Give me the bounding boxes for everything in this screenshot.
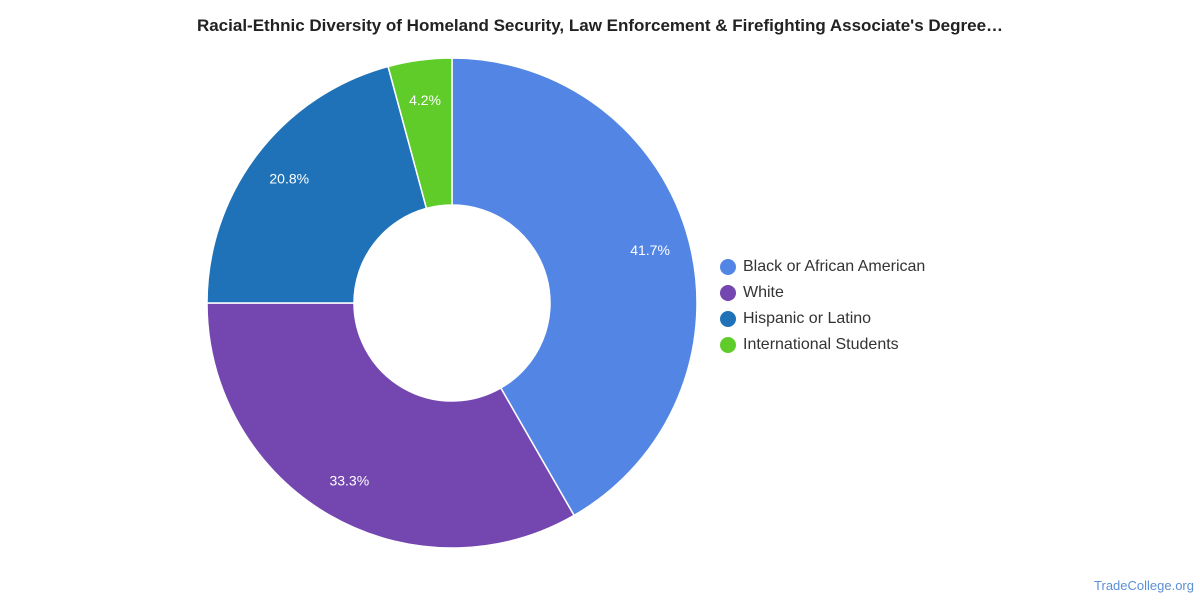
legend-item[interactable]: International Students <box>720 332 925 358</box>
watermark-link[interactable]: TradeCollege.org <box>1094 578 1194 593</box>
legend-item[interactable]: White <box>720 280 925 306</box>
pie-slice[interactable] <box>206 302 576 549</box>
slice-value-label: 4.2% <box>409 92 441 108</box>
pie-slice[interactable] <box>206 65 428 304</box>
slice-value-label: 20.8% <box>269 170 309 186</box>
slice-value-label: 41.7% <box>630 242 670 258</box>
pie-slice[interactable] <box>387 57 453 210</box>
legend-item[interactable]: Hispanic or Latino <box>720 306 925 332</box>
chart-title: Racial-Ethnic Diversity of Homeland Secu… <box>196 16 1004 35</box>
legend-label: Black or African American <box>743 258 926 275</box>
legend-item[interactable]: Black or African American <box>720 254 925 280</box>
legend-label: White <box>743 284 784 301</box>
legend-swatch <box>720 311 736 327</box>
legend: Black or African American White Hispanic… <box>720 254 925 358</box>
legend-label: International Students <box>743 336 899 353</box>
legend-swatch <box>720 337 736 353</box>
legend-swatch <box>720 259 736 275</box>
slice-value-label: 33.3% <box>329 472 369 488</box>
legend-label: Hispanic or Latino <box>743 310 872 327</box>
legend-swatch <box>720 285 736 301</box>
pie-slice[interactable] <box>451 57 698 517</box>
